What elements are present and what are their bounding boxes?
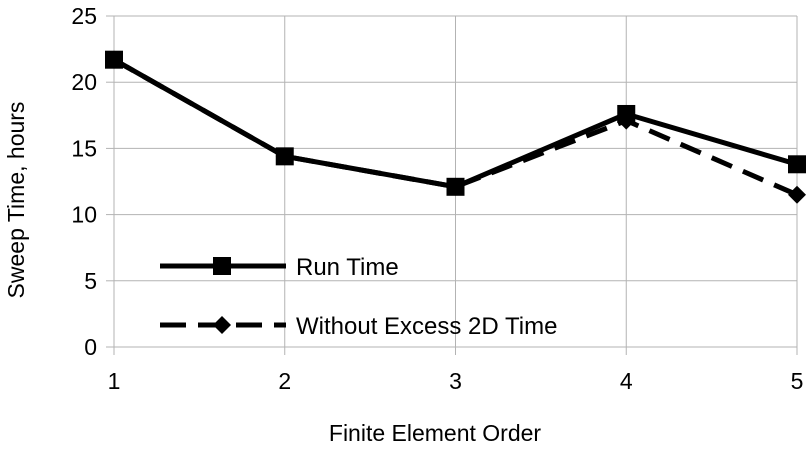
y-tick-label: 0 <box>84 334 97 360</box>
legend-label: Run Time <box>296 254 399 281</box>
legend-label: Without Excess 2D Time <box>296 313 557 340</box>
x-tick-label: 5 <box>791 368 804 394</box>
x-tick-label: 1 <box>108 368 121 394</box>
y-tick-label: 20 <box>71 69 97 95</box>
legend-entry: Without Excess 2D Time <box>160 313 557 340</box>
y-tick-label: 10 <box>71 202 97 228</box>
legend: Run Time Without Excess 2D Time <box>160 254 557 340</box>
y-tick-label: 25 <box>71 3 97 29</box>
y-axis-title: Sweep Time, hours <box>3 102 29 299</box>
axes <box>113 16 797 348</box>
data-point <box>788 155 806 174</box>
data-point <box>275 147 294 166</box>
x-axis-title: Finite Element Order <box>329 420 542 446</box>
data-point <box>446 177 465 196</box>
legend-entry: Run Time <box>160 254 399 281</box>
data-point <box>788 185 806 204</box>
grid-lines <box>106 15 798 355</box>
tick-labels: 0 5 10 15 20 25 1 2 3 4 5 <box>71 3 803 394</box>
x-tick-label: 3 <box>449 368 462 394</box>
legend-marker <box>213 316 231 334</box>
y-tick-label: 5 <box>84 268 97 294</box>
series-line <box>112 57 798 198</box>
series-run-time <box>105 50 806 196</box>
legend-marker <box>213 257 231 275</box>
x-tick-label: 2 <box>278 368 291 394</box>
x-tick-label: 4 <box>620 368 633 394</box>
data-point <box>105 50 123 69</box>
y-tick-label: 15 <box>71 135 97 161</box>
data-point <box>617 104 636 123</box>
series-layer <box>105 50 806 204</box>
